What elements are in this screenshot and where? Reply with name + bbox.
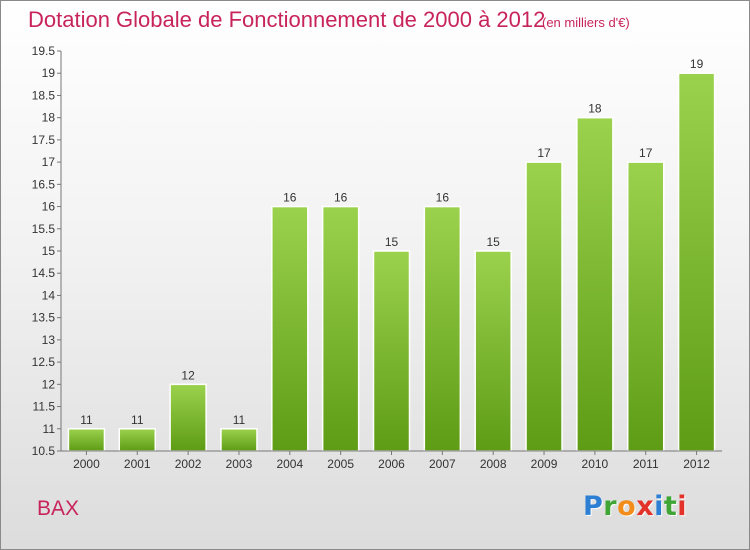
bar-value-label: 11 — [131, 413, 144, 427]
bar-value-label: 17 — [537, 146, 551, 160]
bar-value-label: 17 — [639, 146, 653, 160]
bar — [372, 250, 411, 452]
bar — [423, 205, 462, 452]
y-tick-label: 13.5 — [32, 311, 56, 325]
x-tick-label: 2011 — [633, 457, 659, 471]
bar-value-label: 11 — [80, 413, 93, 427]
x-tick-label: 2009 — [531, 457, 558, 471]
bar-value-label: 16 — [283, 191, 297, 205]
bars-group: 11 11 12 11 16 16 15 16 15 17 18 17 19 — [67, 57, 716, 452]
bar — [271, 205, 309, 452]
bar — [525, 161, 563, 452]
axes-group: 10.5 11 11.5 12 12.5 13 13.5 14 14.5 15 15.5 16 16.5… — [32, 44, 722, 471]
y-tick-label: 18.5 — [32, 88, 56, 102]
logo-letter: x — [636, 491, 655, 522]
bar — [321, 205, 360, 452]
logo-letter: i — [677, 491, 688, 522]
logo-letter: P — [583, 491, 604, 522]
x-tick-label: 2000 — [73, 457, 100, 471]
x-tick-label: 2002 — [175, 457, 202, 471]
bar — [118, 428, 157, 452]
y-tick-label: 11 — [43, 422, 56, 436]
chart-title: Dotation Globale de Fonctionnement de 20… — [28, 7, 546, 32]
logo-letter: o — [617, 491, 637, 522]
logo-letter: i — [654, 491, 664, 522]
y-tick-label: 15 — [42, 244, 56, 258]
y-tick-label: 12 — [42, 377, 56, 391]
bar — [474, 250, 512, 452]
y-tick-label: 19 — [42, 66, 56, 80]
y-tick-label: 14.5 — [32, 266, 56, 280]
x-tick-label: 2004 — [276, 457, 303, 471]
x-tick-label: 2010 — [582, 457, 609, 471]
y-tick-label: 17.5 — [32, 133, 56, 147]
y-tick-label: 14 — [42, 288, 56, 302]
logo-letter: r — [603, 491, 618, 522]
y-tick-label: 16 — [42, 200, 56, 214]
bar-value-label: 15 — [487, 235, 501, 249]
x-tick-label: 2003 — [226, 457, 253, 471]
x-tick-label: 2012 — [683, 457, 710, 471]
x-tick-label: 2006 — [378, 457, 405, 471]
bar-value-label: 11 — [233, 413, 246, 427]
y-tick-label: 13 — [42, 333, 56, 347]
bar — [67, 428, 106, 452]
bar — [220, 428, 258, 452]
y-tick-label: 17 — [42, 155, 56, 169]
units-label: (en milliers d'€) — [542, 15, 630, 30]
bar-value-label: 16 — [436, 191, 450, 205]
y-tick-label: 18 — [42, 111, 56, 125]
y-tick-label: 10.5 — [32, 444, 56, 458]
bar — [576, 116, 614, 452]
bar-value-label: 16 — [334, 191, 348, 205]
y-tick-label: 16.5 — [32, 177, 56, 191]
bar-value-label: 19 — [690, 57, 704, 71]
bar — [626, 161, 665, 452]
y-tick-label: 11.5 — [33, 400, 56, 414]
bar-value-label: 18 — [588, 102, 602, 116]
commune-name: BAX — [37, 497, 80, 520]
x-tick-label: 2008 — [480, 457, 507, 471]
y-tick-label: 19.5 — [32, 44, 56, 58]
y-tick-label: 15.5 — [32, 222, 56, 236]
x-tick-label: 2001 — [124, 457, 151, 471]
bar-value-label: 15 — [385, 235, 399, 249]
bar — [169, 383, 207, 452]
proxiti-logo: Proxiti — [583, 491, 687, 522]
y-tick-label: 12.5 — [32, 355, 56, 369]
bar — [677, 72, 716, 452]
x-tick-label: 2005 — [327, 457, 354, 471]
x-tick-label: 2007 — [429, 457, 456, 471]
bar-value-label: 12 — [181, 368, 195, 382]
logo-letter: t — [663, 491, 678, 522]
